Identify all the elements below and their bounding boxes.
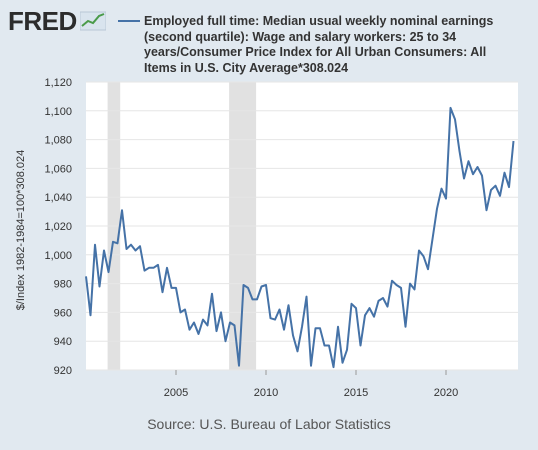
x-tick-label: 2020 [434, 387, 458, 399]
y-tick-label: 1,060 [44, 163, 72, 175]
y-tick-label: 920 [54, 365, 72, 377]
y-tick-label: 980 [54, 279, 72, 291]
chart-legend: Employed full time: Median usual weekly … [118, 14, 518, 76]
y-tick-label: 1,120 [44, 77, 72, 89]
y-tick-label: 1,000 [44, 250, 72, 262]
y-axis-label: $/Index 1982-1984=100*308.024 [15, 150, 27, 311]
y-tick-label: 1,100 [44, 106, 72, 118]
y-tick-label: 960 [54, 307, 72, 319]
y-tick-label: 1,020 [44, 221, 72, 233]
x-tick-label: 2005 [164, 387, 188, 399]
fred-logo-text: FRED [8, 6, 77, 36]
y-tick-label: 1,080 [44, 135, 72, 147]
fred-logo[interactable]: FRED [8, 8, 106, 34]
y-tick-label: 1,040 [44, 192, 72, 204]
legend-swatch [118, 20, 140, 22]
trend-line-icon [79, 11, 106, 31]
x-tick-label: 2015 [344, 387, 368, 399]
line-chart: 920 940 960 980 1,000 1,020 1,040 1,060 1,080 1,1… [15, 77, 518, 399]
legend-series-label: Employed full time: Median usual weekly … [144, 14, 494, 75]
x-tick-label: 2010 [254, 387, 278, 399]
series-line [85, 106, 515, 369]
source-note: Source: U.S. Bureau of Labor Statistics [147, 416, 391, 432]
y-tick-label: 940 [54, 336, 72, 348]
